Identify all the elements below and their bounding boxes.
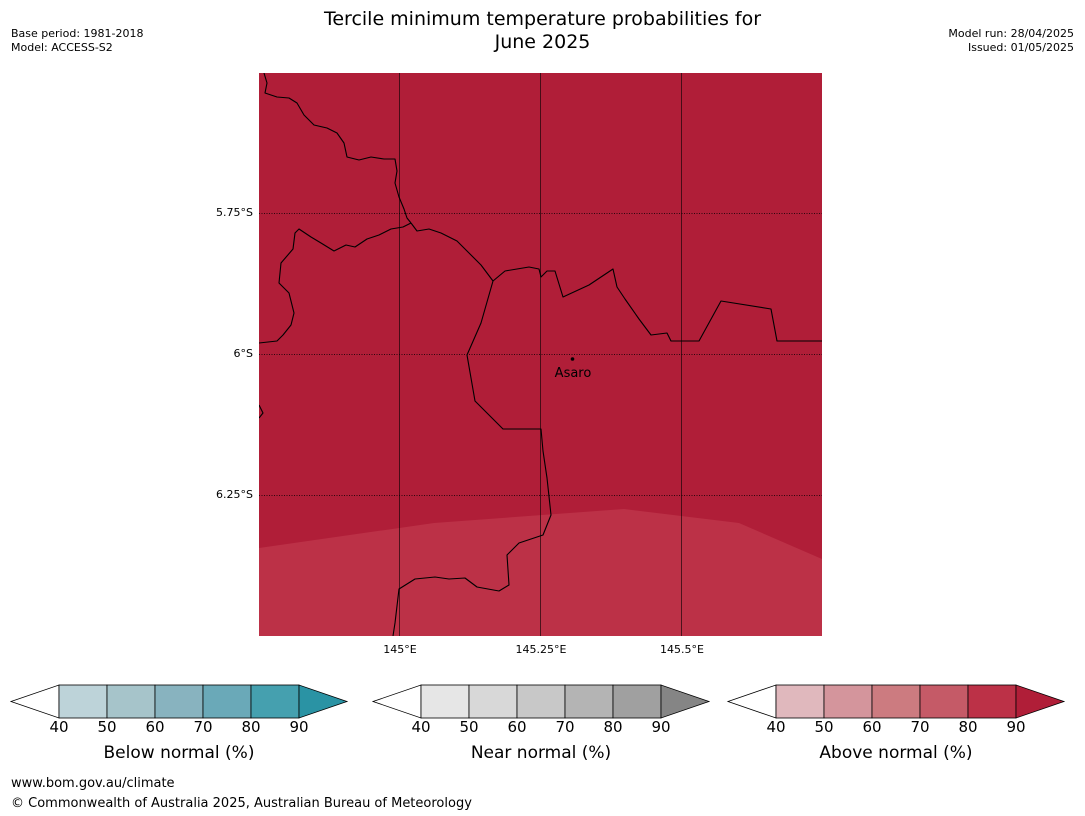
below-tick-50: 50 <box>97 718 117 736</box>
below-arrow-high <box>298 684 349 719</box>
footer-url: www.bom.gov.au/climate <box>11 776 175 791</box>
colorbar-near <box>371 684 711 719</box>
lat-label-6-25: 6.25°S <box>216 488 253 501</box>
near-tick-40: 40 <box>411 718 431 736</box>
asaro-label: Asaro <box>555 366 592 381</box>
below-segment-80 <box>250 684 300 719</box>
below-tick-80: 80 <box>241 718 261 736</box>
map-title-line2: June 2025 <box>494 31 591 53</box>
lon-label-145: 145°E <box>383 643 417 656</box>
above-tick-80: 80 <box>958 718 978 736</box>
below-tick-70: 70 <box>193 718 213 736</box>
above-tick-50: 50 <box>814 718 834 736</box>
near-tick-60: 60 <box>507 718 527 736</box>
below-segment-70 <box>202 684 252 719</box>
lat-label-6: 6°S <box>233 347 253 360</box>
near-segment-70 <box>564 684 614 719</box>
below-segment-60 <box>154 684 204 719</box>
above-tick-60: 60 <box>862 718 882 736</box>
issued-date: Issued: 01/05/2025 <box>967 41 1074 54</box>
near-normal-title: Near normal (%) <box>470 743 612 763</box>
below-tick-90: 90 <box>289 718 309 736</box>
map-title-line1: Tercile minimum temperature probabilitie… <box>323 8 762 30</box>
above-segment-80 <box>967 684 1017 719</box>
above-arrow-high <box>1015 684 1066 719</box>
near-segment-50 <box>468 684 518 719</box>
colorbars <box>9 684 1066 719</box>
asaro-marker <box>570 357 575 361</box>
above-normal-title: Above normal (%) <box>819 743 973 763</box>
below-segment-50 <box>106 684 156 719</box>
near-segment-40 <box>420 684 470 719</box>
base-period: Base period: 1981-2018 <box>11 27 144 40</box>
above-arrow-low <box>726 684 777 719</box>
near-tick-90: 90 <box>651 718 671 736</box>
above-tick-70: 70 <box>910 718 930 736</box>
lat-label-5-75: 5.75°S <box>216 206 253 219</box>
below-arrow-low <box>9 684 60 719</box>
near-arrow-high <box>660 684 711 719</box>
lon-label-145-25: 145.25°E <box>515 643 567 656</box>
footer-copyright: © Commonwealth of Australia 2025, Austra… <box>11 796 472 811</box>
model-name: Model: ACCESS-S2 <box>11 41 113 54</box>
near-segment-80 <box>612 684 662 719</box>
near-tick-80: 80 <box>603 718 623 736</box>
colorbar-above <box>726 684 1066 719</box>
meta-left: Base period: 1981-2018 Model: ACCESS-S2 <box>11 27 143 55</box>
lon-label-145-5: 145.5°E <box>660 643 704 656</box>
above-tick-90: 90 <box>1006 718 1026 736</box>
meta-right: Model run: 28/04/2025 Issued: 01/05/2025 <box>948 27 1074 55</box>
below-segment-40 <box>58 684 108 719</box>
map-title: Tercile minimum temperature probabilitie… <box>0 8 1085 54</box>
above-tick-40: 40 <box>766 718 786 736</box>
admin-borders <box>259 73 822 636</box>
near-arrow-low <box>371 684 422 719</box>
above-segment-70 <box>919 684 969 719</box>
near-tick-70: 70 <box>555 718 575 736</box>
colorbar-below <box>9 684 349 719</box>
above-segment-40 <box>775 684 825 719</box>
probability-map: Asaro <box>259 73 822 636</box>
above-segment-50 <box>823 684 873 719</box>
above-segment-60 <box>871 684 921 719</box>
below-tick-40: 40 <box>49 718 69 736</box>
model-run: Model run: 28/04/2025 <box>948 27 1074 40</box>
near-tick-50: 50 <box>459 718 479 736</box>
below-tick-60: 60 <box>145 718 165 736</box>
below-normal-title: Below normal (%) <box>103 743 255 763</box>
near-segment-60 <box>516 684 566 719</box>
